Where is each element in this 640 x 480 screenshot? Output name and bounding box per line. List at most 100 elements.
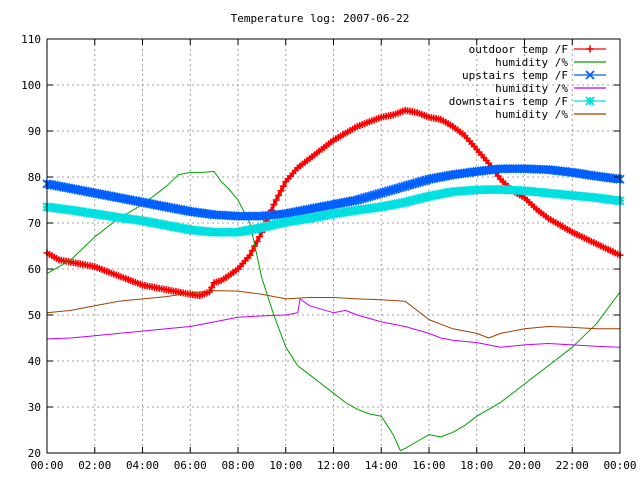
- marker-stroke: [570, 168, 580, 178]
- data-point: [253, 237, 261, 245]
- legend-marker: [586, 45, 594, 53]
- marker-stroke: [63, 183, 74, 193]
- marker-stroke: [579, 169, 589, 179]
- y-tick-label: 20: [28, 447, 41, 460]
- plot-series: [42, 106, 625, 452]
- y-tick-label: 110: [21, 33, 41, 46]
- x-tick-label: 06:00: [174, 459, 207, 472]
- marker-stroke: [51, 181, 62, 191]
- y-tick-label: 70: [28, 217, 41, 230]
- legend-label: outdoor temp /F: [469, 43, 568, 56]
- marker-stroke: [78, 186, 88, 196]
- y-tick-label: 100: [21, 79, 41, 92]
- data-point: [279, 182, 287, 190]
- series-4: [42, 184, 625, 237]
- marker-stroke: [156, 201, 167, 211]
- marker-stroke: [180, 205, 191, 216]
- grid: [47, 39, 620, 453]
- marker-stroke: [577, 169, 587, 179]
- marker-stroke: [171, 204, 181, 214]
- marker-stroke: [173, 204, 183, 214]
- marker-stroke: [61, 182, 71, 193]
- marker-stroke: [152, 200, 162, 210]
- marker-stroke: [145, 199, 155, 209]
- marker-stroke: [164, 202, 174, 212]
- data-point: [248, 247, 256, 255]
- series-3: [46, 298, 621, 348]
- marker-stroke: [97, 189, 107, 200]
- series-2: [42, 164, 625, 221]
- data-point: [272, 196, 280, 204]
- marker-stroke: [71, 184, 81, 195]
- marker-stroke: [109, 192, 119, 202]
- x-tick-label: 16:00: [412, 459, 445, 472]
- marker-stroke: [161, 202, 172, 212]
- x-tick-label: 22:00: [556, 459, 589, 472]
- marker-stroke: [585, 70, 595, 80]
- marker-stroke: [68, 184, 78, 194]
- series-5: [46, 290, 620, 339]
- marker-stroke: [581, 169, 592, 180]
- legend-marker: [585, 70, 595, 80]
- y-tick-label: 90: [28, 125, 41, 138]
- marker-stroke: [59, 182, 69, 192]
- marker-stroke: [118, 193, 129, 204]
- data-point: [246, 251, 254, 259]
- marker-stroke: [49, 180, 59, 190]
- marker-stroke: [140, 198, 150, 208]
- series-1: [46, 171, 621, 452]
- x-tick-label: 00:00: [603, 459, 636, 472]
- marker-stroke: [135, 197, 145, 207]
- marker-stroke: [56, 182, 66, 192]
- x-tick-label: 10:00: [269, 459, 302, 472]
- x-tick-label: 02:00: [78, 459, 111, 472]
- x-tick-label: 12:00: [317, 459, 350, 472]
- series-line: [46, 290, 620, 339]
- marker-stroke: [102, 190, 112, 201]
- marker-stroke: [85, 187, 95, 197]
- marker-stroke: [125, 195, 136, 205]
- series-line: [46, 298, 621, 348]
- axis-ticks: 20 30 40 50 60 70 80 90 100 110 00:00 02:00 04:00 06:…: [21, 33, 636, 472]
- data-point: [255, 233, 263, 241]
- legend-label: humidity /%: [495, 56, 568, 69]
- legend-label: downstairs temp /F: [449, 95, 568, 108]
- marker-stroke: [99, 190, 109, 200]
- x-tick-label: 04:00: [126, 459, 159, 472]
- marker-stroke: [87, 188, 97, 198]
- data-point: [205, 288, 213, 296]
- marker-stroke: [154, 200, 164, 211]
- marker-stroke: [104, 191, 114, 201]
- data-point: [275, 191, 283, 199]
- legend-label: humidity /%: [495, 82, 568, 95]
- y-tick-label: 60: [28, 263, 41, 276]
- marker-stroke: [584, 170, 594, 180]
- x-tick-label: 14:00: [365, 459, 398, 472]
- marker-stroke: [137, 197, 148, 207]
- marker-stroke: [121, 194, 131, 204]
- legend-marker: [585, 96, 595, 106]
- marker-stroke: [92, 188, 102, 199]
- y-tick-label: 30: [28, 401, 41, 414]
- marker-stroke: [567, 167, 577, 178]
- marker-stroke: [80, 186, 90, 196]
- marker-stroke: [574, 168, 585, 179]
- marker-stroke: [168, 203, 179, 213]
- x-tick-label: 00:00: [30, 459, 63, 472]
- marker-stroke: [82, 187, 93, 197]
- marker-stroke: [111, 192, 121, 202]
- marker-stroke: [572, 168, 582, 178]
- marker-stroke: [585, 96, 595, 106]
- chart-title: Temperature log: 2007-06-22: [231, 12, 410, 25]
- marker-stroke: [166, 203, 176, 213]
- marker-stroke: [116, 193, 126, 203]
- marker-stroke: [586, 170, 596, 180]
- x-tick-label: 18:00: [460, 459, 493, 472]
- marker-stroke: [47, 180, 57, 190]
- marker-stroke: [159, 201, 169, 212]
- marker-stroke: [94, 189, 105, 199]
- marker-stroke: [54, 181, 64, 191]
- series-0: [43, 106, 624, 300]
